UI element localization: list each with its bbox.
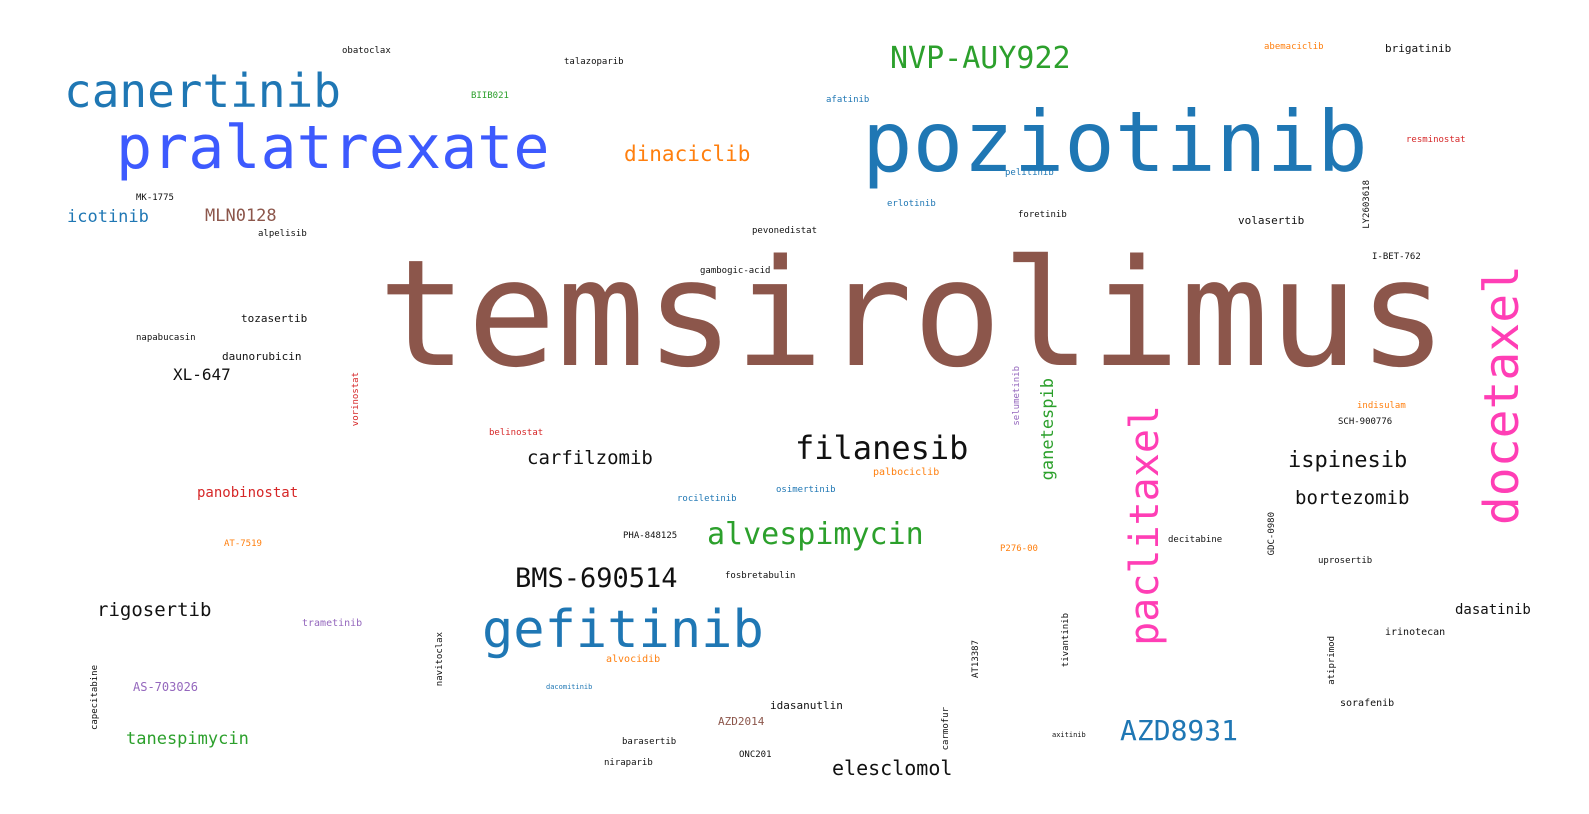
word-nvp-auy922: NVP-AUY922 (890, 41, 1071, 76)
word-temsirolimus: temsirolimus (378, 228, 1448, 400)
word-indisulam: indisulam (1357, 401, 1406, 411)
word-filanesib: filanesib (795, 429, 969, 467)
word-irinotecan: irinotecan (1385, 627, 1446, 638)
word-abemaciclib: abemaciclib (1264, 42, 1324, 52)
word-gefitinib: gefitinib (482, 600, 764, 660)
word-carmofur: carmofur (941, 707, 951, 751)
word-capecitabine: capecitabine (90, 665, 100, 731)
word-volasertib: volasertib (1238, 214, 1305, 227)
word-mk-1775: MK-1775 (136, 193, 174, 203)
word-resminostat: resminostat (1406, 135, 1466, 145)
word-axitinib: axitinib (1052, 731, 1086, 739)
word-gambogic-acid: gambogic-acid (700, 266, 771, 276)
word-sch-900776: SCH-900776 (1338, 417, 1393, 427)
word-bortezomib: bortezomib (1295, 487, 1410, 509)
word-dinaciclib: dinaciclib (624, 142, 751, 166)
word-obatoclax: obatoclax (342, 46, 391, 56)
word-atiprimod: atiprimod (1327, 636, 1337, 685)
word-canertinib: canertinib (64, 64, 341, 118)
word-alpelisib: alpelisib (258, 229, 307, 239)
word-at-7519: AT-7519 (224, 539, 262, 549)
word-idasanutlin: idasanutlin (770, 699, 843, 712)
word-afatinib: afatinib (826, 95, 870, 105)
word-trametinib: trametinib (302, 618, 363, 629)
word-panobinostat: panobinostat (197, 485, 299, 501)
word-carfilzomib: carfilzomib (527, 447, 653, 469)
word-alvespimycin: alvespimycin (707, 517, 924, 552)
word-ly2603618: LY2603618 (1362, 180, 1372, 229)
word-dasatinib: dasatinib (1455, 602, 1531, 618)
word-uprosertib: uprosertib (1318, 556, 1373, 566)
word-ganetespib: ganetespib (1038, 378, 1058, 481)
word-fosbretabulin: fosbretabulin (725, 571, 796, 581)
word-tanespimycin: tanespimycin (126, 729, 249, 749)
word-elesclomol: elesclomol (832, 756, 953, 780)
word-tozasertib: tozasertib (241, 312, 308, 325)
word-selumetinib: selumetinib (1012, 366, 1022, 426)
word-tivantinib: tivantinib (1061, 613, 1071, 668)
word-erlotinib: erlotinib (887, 199, 936, 209)
word-as-703026: AS-703026 (133, 680, 199, 694)
word-xl-647: XL-647 (173, 365, 231, 384)
word-talazoparib: talazoparib (564, 57, 624, 67)
word-dacomitinib: dacomitinib (546, 683, 593, 691)
word-palbociclib: palbociclib (873, 467, 940, 478)
word-alvocidib: alvocidib (606, 654, 661, 665)
word-navitoclax: navitoclax (435, 632, 445, 687)
word-docetaxel: docetaxel (1474, 265, 1530, 526)
word-rociletinib: rociletinib (677, 494, 737, 504)
word-at13387: AT13387 (971, 640, 981, 678)
word-bms-690514: BMS-690514 (515, 563, 678, 594)
word-niraparib: niraparib (604, 758, 653, 768)
word-icotinib: icotinib (67, 207, 149, 227)
word-mln0128: MLN0128 (205, 206, 277, 226)
word-paclitaxel: paclitaxel (1122, 405, 1168, 646)
word-pelitinib: pelitinib (1005, 168, 1054, 178)
word-pha-848125: PHA-848125 (623, 531, 678, 541)
word-foretinib: foretinib (1018, 210, 1067, 220)
word-osimertinib: osimertinib (776, 485, 836, 495)
word-biib021: BIIB021 (471, 91, 509, 101)
word-rigosertib: rigosertib (97, 599, 212, 621)
word-i-bet-762: I-BET-762 (1372, 252, 1421, 262)
word-ispinesib: ispinesib (1288, 448, 1408, 473)
word-decitabine: decitabine (1168, 535, 1223, 545)
word-napabucasin: napabucasin (136, 333, 196, 343)
word-vorinostat: vorinostat (351, 372, 361, 427)
word-sorafenib: sorafenib (1340, 698, 1395, 709)
word-pralatrexate: pralatrexate (116, 113, 550, 183)
word-gdc-0980: GDC-0980 (1267, 512, 1277, 556)
word-p276-00: P276-00 (1000, 544, 1038, 554)
word-pevonedistat: pevonedistat (752, 226, 818, 236)
word-poziotinib: poziotinib (862, 93, 1368, 191)
word-brigatinib: brigatinib (1385, 42, 1452, 55)
word-daunorubicin: daunorubicin (222, 350, 302, 363)
word-onc201: ONC201 (739, 750, 772, 760)
word-belinostat: belinostat (489, 428, 544, 438)
word-barasertib: barasertib (622, 737, 677, 747)
word-azd8931: AZD8931 (1120, 714, 1239, 747)
word-azd2014: AZD2014 (718, 715, 765, 728)
